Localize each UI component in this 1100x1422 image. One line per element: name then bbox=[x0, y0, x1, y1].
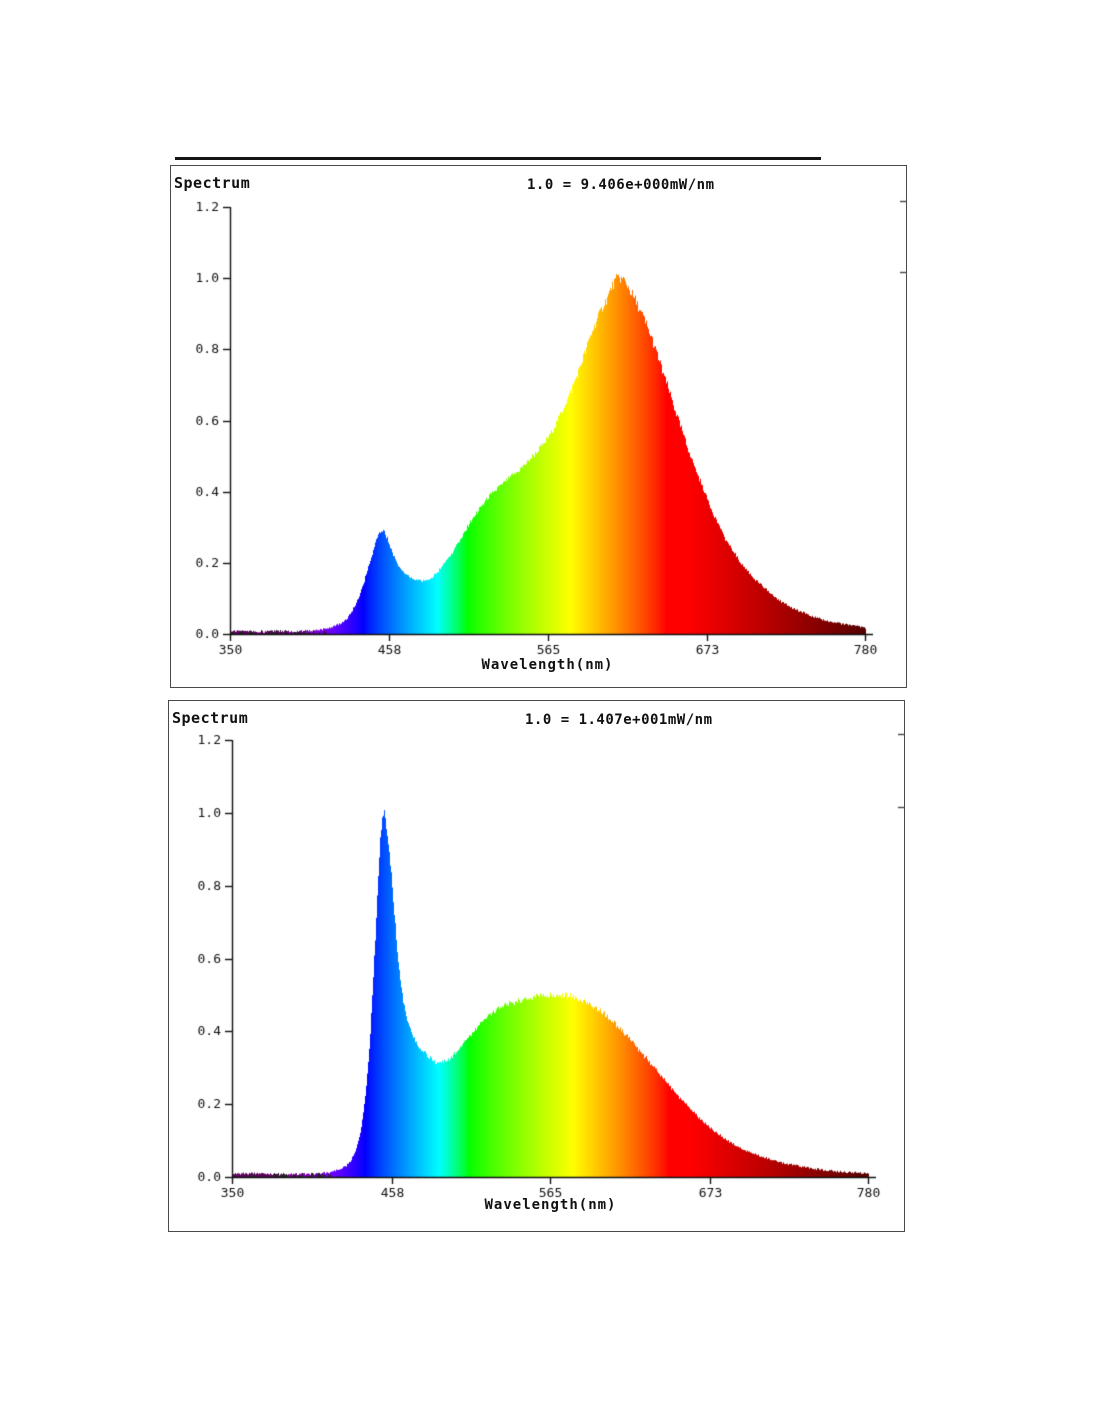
spectrum-plot-canvas-2 bbox=[169, 701, 904, 1231]
decorative-line bbox=[175, 157, 821, 160]
spectrum-plot-canvas-1 bbox=[171, 166, 906, 687]
scale-annotation: 1.0 = 1.407e+001mW/nm bbox=[525, 712, 713, 728]
chart-title: Spectrum bbox=[174, 174, 251, 192]
spectrum-panel-2: Spectrum 1.0 = 1.407e+001mW/nm Wavelengt… bbox=[168, 700, 905, 1232]
spectrum-panel-1: Spectrum 1.0 = 9.406e+000mW/nm Wavelengt… bbox=[170, 165, 907, 688]
scale-annotation: 1.0 = 9.406e+000mW/nm bbox=[527, 177, 715, 193]
x-axis-label: Wavelength(nm) bbox=[484, 1197, 617, 1213]
x-axis-label: Wavelength(nm) bbox=[481, 657, 614, 673]
chart-title: Spectrum bbox=[172, 709, 249, 727]
